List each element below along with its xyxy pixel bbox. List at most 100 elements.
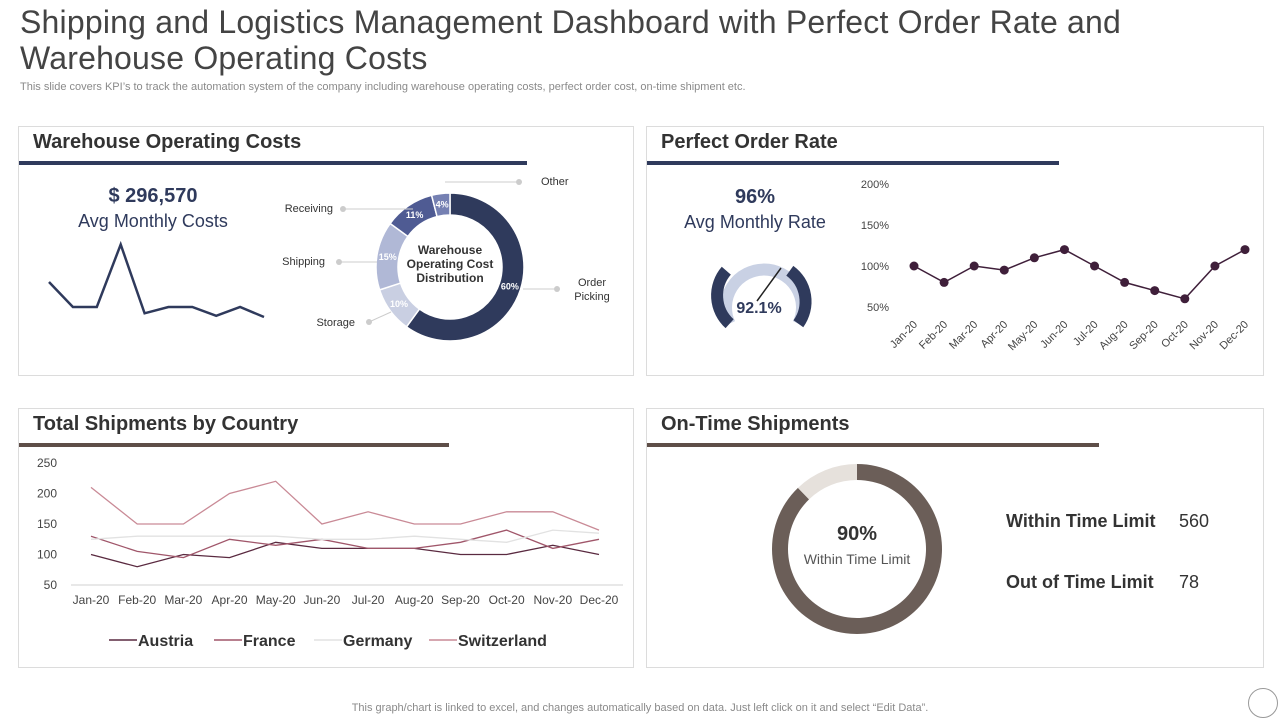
shipments-svg: 50 100 150 200 250 Jan-20 Feb-20 Mar-20 Apr-20 Ma…: [37, 456, 623, 650]
cost-sparkline: [48, 240, 265, 319]
ship-ytick: 100: [37, 548, 57, 562]
legend-label-france: France: [243, 633, 296, 650]
cost-distribution-donut: 60% 10% 15% 11% 4%: [375, 192, 525, 342]
out-label: Out of Time Limit: [1006, 572, 1154, 592]
page-subtitle: This slide covers KPI’s to track the aut…: [20, 81, 746, 93]
within-label: Within Time Limit: [1006, 511, 1156, 531]
ship-xtick: Apr-20: [212, 593, 248, 607]
legend-label-germany: Germany: [343, 633, 412, 650]
rate-ytick: 50%: [867, 302, 889, 314]
ship-xtick: Jun-20: [304, 593, 341, 607]
series-line-austria: [90, 541, 600, 568]
rate-point: [1120, 277, 1130, 287]
series-line-germany: [90, 529, 600, 543]
callout-shipping: Shipping: [282, 256, 377, 268]
rate-point: [1150, 286, 1160, 296]
rate-ytick: 150%: [861, 220, 889, 232]
perfect-order-panel: Perfect Order Rate 96% Avg Monthly Rate …: [646, 126, 1264, 376]
ship-xtick: Jan-20: [73, 593, 110, 607]
callout-storage: Storage: [316, 311, 392, 329]
ship-ytick: 50: [44, 578, 58, 592]
callout-other: Other: [445, 176, 569, 188]
ship-ytick: 150: [37, 517, 57, 531]
warehouse-amount-label: Avg Monthly Costs: [78, 211, 228, 231]
slice-other-label: 4%: [436, 199, 449, 209]
callout-shipping-label: Shipping: [282, 256, 325, 268]
slice-order-picking: [405, 192, 525, 342]
ship-xtick: Feb-20: [118, 593, 156, 607]
donut-center-line-3: Distribution: [416, 271, 483, 285]
rate-xtick: Feb-20: [917, 319, 950, 352]
ship-xtick: Mar-20: [164, 593, 202, 607]
rate-xtick: Jan-20: [888, 319, 920, 351]
within-value: 560: [1179, 511, 1209, 531]
slice-out-of-time: [797, 464, 857, 500]
rate-ytick: 100%: [861, 261, 889, 273]
rate-point: [1090, 261, 1100, 271]
callout-order-picking: Order Picking: [523, 277, 610, 303]
warehouse-heading: Warehouse Operating Costs: [33, 131, 302, 153]
rate-point: [909, 261, 919, 271]
slice-storage-label: 10%: [390, 299, 408, 309]
callout-receiving-label: Receiving: [285, 203, 333, 215]
callout-receiving: Receiving: [285, 203, 413, 215]
gauge-needle: [756, 267, 782, 302]
perfect-order-svg: 96% Avg Monthly Rate 92.1% 50% 100% 150% 20…: [684, 179, 1251, 353]
rate-xtick: Apr-20: [979, 319, 1011, 351]
callout-order-picking-label-2: Picking: [574, 291, 609, 303]
rate-gauge: 92.1%: [711, 263, 812, 329]
ship-ytick: 200: [37, 487, 57, 501]
ship-xtick: Oct-20: [489, 593, 525, 607]
rate-point: [1240, 245, 1250, 255]
footer-note: This graph/chart is linked to excel, and…: [351, 702, 929, 714]
out-value: 78: [1179, 572, 1199, 592]
slice-other: [430, 192, 451, 218]
rate-point: [1210, 261, 1220, 271]
ontime-underline: [647, 443, 1099, 447]
rate-xtick: May-20: [1006, 319, 1040, 353]
perfect-order-underline: [647, 161, 1059, 165]
legend-label-austria: Austria: [138, 633, 193, 650]
rate-point: [1180, 294, 1190, 304]
ontime-panel: On-Time Shipments 90% Within Time Limit …: [646, 408, 1264, 668]
rate-xtick: Jun-20: [1038, 319, 1070, 351]
slice-order-picking-label: 60%: [501, 281, 519, 291]
rate-xtick: Aug-20: [1097, 319, 1131, 353]
callout-order-picking-label-1: Order: [578, 277, 606, 289]
shipments-panel: Total Shipments by Country 50 100 150 200 25…: [18, 408, 634, 668]
ship-xtick: Nov-20: [533, 593, 572, 607]
ship-xtick: May-20: [256, 593, 296, 607]
ontime-donut: [772, 464, 942, 634]
slice-within-time: [772, 464, 942, 634]
rate-line-chart: 50% 100% 150% 200% Jan-20Feb-20Mar-20Apr-20M…: [861, 179, 1251, 353]
ship-xtick: Jul-20: [352, 593, 385, 607]
rate-point: [969, 261, 979, 271]
gauge-fill-right: [786, 265, 812, 328]
perfect-order-rate-label: Avg Monthly Rate: [684, 212, 826, 232]
perfect-order-rate: 96%: [735, 186, 775, 208]
rate-point: [939, 277, 949, 287]
rate-point: [1029, 253, 1039, 263]
series-line-france: [90, 529, 600, 559]
shipments-heading: Total Shipments by Country: [33, 413, 299, 435]
slice-receiving-label: 11%: [406, 210, 424, 220]
ontime-pct-label: Within Time Limit: [804, 551, 911, 567]
rate-xtick: Oct-20: [1159, 319, 1191, 351]
rate-point: [1059, 245, 1069, 255]
ship-xtick: Dec-20: [580, 593, 619, 607]
rate-series-line: [913, 248, 1246, 300]
shipments-underline: [19, 443, 449, 447]
page-title: Shipping and Logistics Management Dashbo…: [20, 4, 1122, 76]
perfect-order-heading: Perfect Order Rate: [661, 131, 838, 153]
donut-center-line-2: Operating Cost: [407, 257, 494, 271]
rate-xtick: Dec-20: [1218, 319, 1252, 353]
series-line-switzerland: [90, 480, 600, 531]
rate-xtick: Mar-20: [947, 319, 980, 352]
ship-xtick: Aug-20: [395, 593, 434, 607]
warehouse-underline: [19, 161, 527, 165]
callout-storage-label: Storage: [316, 317, 355, 329]
nav-circle-button[interactable]: [1248, 688, 1278, 718]
rate-point: [999, 265, 1009, 275]
gauge-fill-left: [711, 266, 734, 329]
rate-xtick: Sep-20: [1127, 319, 1161, 353]
